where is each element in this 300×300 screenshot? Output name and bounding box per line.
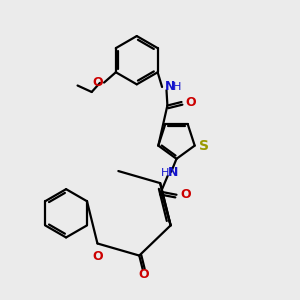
Text: O: O [139, 268, 149, 281]
Text: O: O [92, 250, 103, 263]
Text: O: O [181, 188, 191, 201]
Text: S: S [200, 139, 209, 153]
Text: H: H [161, 168, 170, 178]
Text: H: H [173, 82, 181, 92]
Text: N: N [168, 166, 178, 179]
Text: N: N [164, 80, 175, 94]
Text: O: O [186, 95, 196, 109]
Text: O: O [92, 76, 103, 89]
